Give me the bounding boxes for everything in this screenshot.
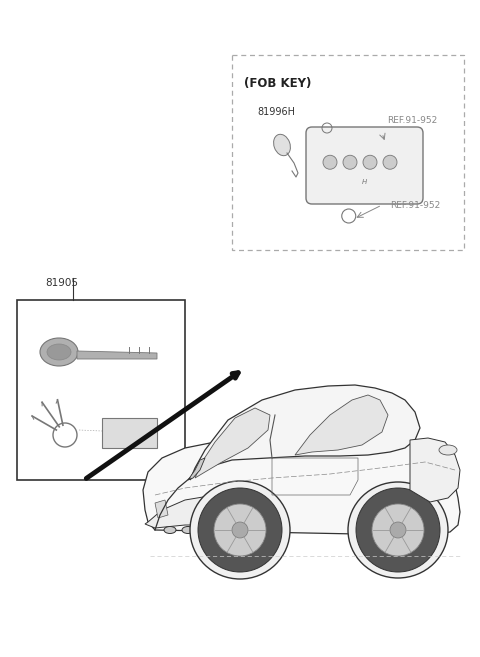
Polygon shape [410,438,460,502]
Polygon shape [143,436,460,535]
Circle shape [363,155,377,170]
Bar [102,418,157,448]
Circle shape [372,504,424,556]
Circle shape [390,522,406,538]
Circle shape [323,155,337,170]
Ellipse shape [40,338,78,366]
Ellipse shape [47,344,71,360]
Circle shape [343,155,357,170]
Ellipse shape [190,481,290,579]
Polygon shape [145,492,258,528]
Ellipse shape [274,134,290,156]
Polygon shape [295,395,388,455]
Text: 81996H: 81996H [257,107,295,117]
Ellipse shape [182,526,194,533]
Ellipse shape [164,526,176,533]
Polygon shape [190,385,420,480]
Bar [232,55,464,250]
Text: H: H [362,179,367,185]
Polygon shape [195,408,270,478]
Ellipse shape [348,482,448,578]
Circle shape [356,488,440,572]
Polygon shape [155,500,168,518]
Polygon shape [188,458,205,480]
Bar [17,300,185,480]
Circle shape [198,488,282,572]
Ellipse shape [439,445,457,455]
Text: REF.91-952: REF.91-952 [390,201,440,210]
Text: REF.91-952: REF.91-952 [387,116,437,125]
Polygon shape [77,351,157,359]
Circle shape [214,504,266,556]
Text: (FOB KEY): (FOB KEY) [244,77,312,90]
Text: 81905: 81905 [45,278,78,288]
FancyBboxPatch shape [306,127,423,204]
Circle shape [232,522,248,538]
Circle shape [383,155,397,170]
